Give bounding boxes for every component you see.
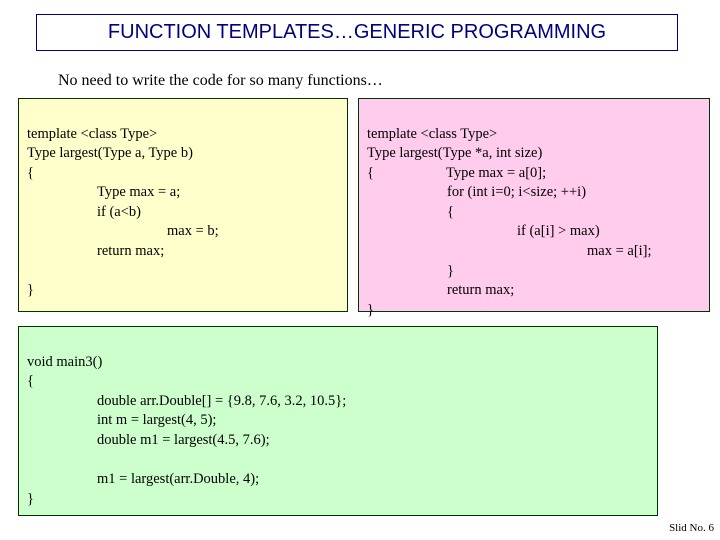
- code-line: {: [367, 203, 454, 223]
- code-line: int m = largest(4, 5);: [27, 411, 216, 431]
- code-line: max = b;: [27, 222, 219, 242]
- code-line: for (int i=0; i<size; ++i): [367, 183, 586, 203]
- code-box-right: template <class Type> Type largest(Type …: [358, 98, 710, 312]
- code-line: Type max = a[0];: [374, 164, 546, 184]
- code-line: template <class Type>: [27, 126, 157, 142]
- code-line: if (a<b): [27, 203, 141, 223]
- code-box-bottom: void main3() { double arr.Double[] = {9.…: [18, 326, 658, 516]
- code-line: {: [27, 165, 34, 181]
- code-line: max = a[i];: [367, 242, 652, 262]
- code-line: }: [27, 491, 34, 507]
- code-line: return max;: [27, 242, 164, 262]
- code-line: void main3(): [27, 354, 102, 370]
- code-line: Type largest(Type *a, int size): [367, 145, 542, 161]
- code-line: {: [367, 165, 374, 181]
- code-line: Type max = a;: [27, 183, 180, 203]
- code-line: if (a[i] > max): [367, 222, 600, 242]
- code-line: Type largest(Type a, Type b): [27, 145, 193, 161]
- slide-subtitle: No need to write the code for so many fu…: [58, 72, 383, 90]
- code-line: {: [27, 373, 34, 389]
- code-line: template <class Type>: [367, 126, 497, 142]
- slide-number: Slid No. 6: [669, 522, 714, 534]
- code-line: double arr.Double[] = {9.8, 7.6, 3.2, 10…: [27, 392, 346, 412]
- code-line: }: [367, 262, 454, 282]
- code-line: }: [27, 282, 34, 298]
- code-line: m1 = largest(arr.Double, 4);: [27, 470, 259, 490]
- code-line: }: [367, 302, 374, 318]
- code-line: double m1 = largest(4.5, 7.6);: [27, 431, 270, 451]
- code-line: return max;: [367, 281, 514, 301]
- slide-title: FUNCTION TEMPLATES…GENERIC PROGRAMMING: [36, 14, 678, 51]
- code-box-left: template <class Type> Type largest(Type …: [18, 98, 348, 312]
